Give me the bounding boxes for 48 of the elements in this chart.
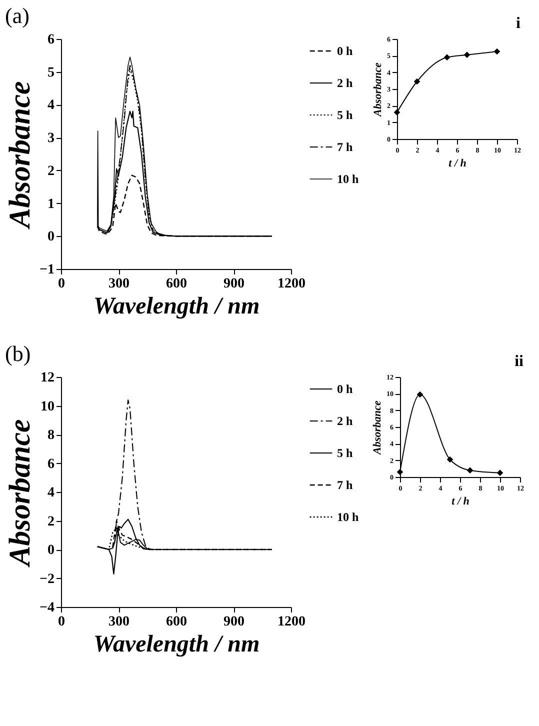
x-tick-label: 0 [58,614,65,630]
x-tick-label: 600 [166,276,187,292]
y-tick-label: 2 [48,164,54,179]
x-tick-label: 0 [58,276,65,292]
chart-title: ii [514,353,524,370]
x-tick-label: 600 [166,614,187,630]
chart-title: i [516,15,522,32]
x-tick-label: 1200 [278,614,306,630]
x-tick-label: 300 [108,276,130,292]
x-tick-label: 300 [108,614,130,630]
x-axis-title: Wavelength / nm [93,632,260,658]
x-tick-label: 1200 [278,276,306,292]
legend-label: 2 h [337,76,353,90]
y-tick-label: −2 [40,572,54,587]
y-axis-title: Absorbance [372,400,384,456]
y-tick-label: 2 [48,514,54,530]
y-tick-label: 6 [48,456,54,472]
legend-label: 5 h [337,108,353,122]
legend-label: 7 h [337,478,353,492]
y-tick-label: 5 [48,65,54,80]
y-tick-label: 8 [48,428,54,443]
legend-label: 2 h [337,414,353,428]
legend-label: 5 h [337,446,353,460]
y-tick-label: 0 [48,543,54,558]
legend-label: 7 h [337,140,353,154]
legend-label: 10 h [337,510,359,524]
y-tick-label: 3 [48,131,54,146]
x-axis-title: t / h [448,158,466,170]
y-tick-label: −4 [40,600,54,616]
y-tick-label: 0 [48,230,54,245]
y-axis-title: Absorbance [372,62,384,118]
legend-label: 0 h [337,382,353,396]
y-axis-title: Absorbance [4,419,37,568]
legend-label: 0 h [337,44,353,58]
y-tick-label: 4 [48,98,54,114]
y-tick-label: 10 [40,399,54,414]
x-tick-label: 900 [224,276,244,292]
legend-label: 10 h [337,172,359,186]
y-tick-label: 1 [48,196,54,212]
x-axis-title: Wavelength / nm [93,294,260,320]
y-tick-label: −1 [40,262,54,278]
chart-title: (b) [5,341,31,366]
y-axis-title: Absorbance [4,81,37,230]
x-axis-title: t / h [452,496,470,508]
y-tick-label: 12 [40,370,54,386]
chart-title: (a) [5,3,30,28]
y-tick-label: 6 [48,32,54,48]
x-tick-label: 900 [224,614,244,630]
